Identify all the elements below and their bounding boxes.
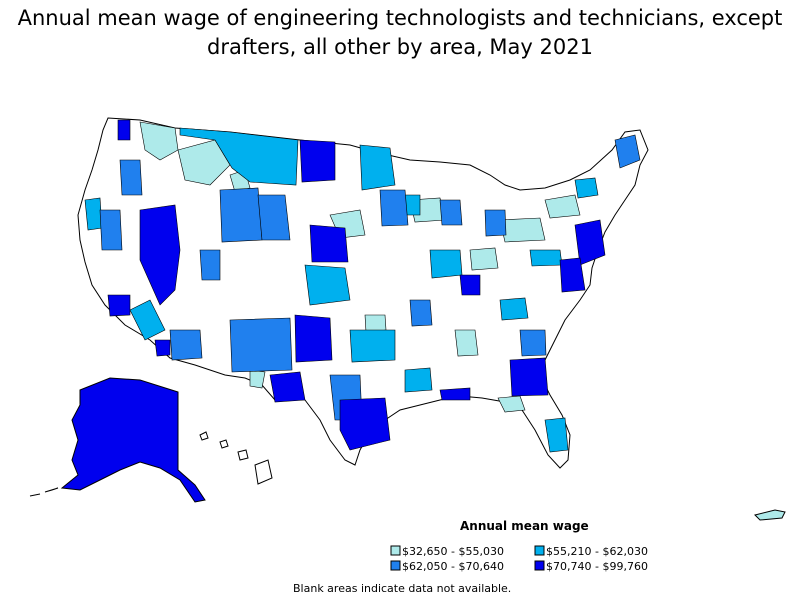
legend-item-tier-3: $62,050 - $70,640 xyxy=(402,560,504,573)
legend-label-tier-4: $70,740 - $99,760 xyxy=(546,560,648,573)
legend-swatch-tier-1 xyxy=(390,545,401,556)
hawaii-islands xyxy=(199,431,273,485)
alaska-region xyxy=(60,377,206,503)
blank-areas-note: Blank areas indicate data not available. xyxy=(293,582,512,595)
puerto-rico-region xyxy=(754,509,786,521)
legend-swatch-tier-2 xyxy=(534,545,545,556)
wage-tier-4-regions xyxy=(107,119,606,451)
legend-item-tier-1: $32,650 - $55,030 xyxy=(402,545,504,558)
legend-swatch-tier-3 xyxy=(390,560,401,571)
map-title-line-1: Annual mean wage of engineering technolo… xyxy=(17,6,783,30)
legend-item-tier-2: $55,210 - $62,030 xyxy=(546,545,648,558)
legend-title: Annual mean wage xyxy=(460,519,589,533)
legend-label-tier-1: $32,650 - $55,030 xyxy=(402,545,504,558)
map-title-line-2: drafters, all other by area, May 2021 xyxy=(207,35,593,59)
wage-tier-2-regions xyxy=(84,127,599,453)
map-title: Annual mean wage of engineering technolo… xyxy=(0,4,800,62)
wage-tier-3-regions xyxy=(99,134,641,421)
legend-swatch-tier-4 xyxy=(534,560,545,571)
legend-label-tier-2: $55,210 - $62,030 xyxy=(546,545,648,558)
legend-item-tier-4: $70,740 - $99,760 xyxy=(546,560,648,573)
alaska-aleutian-islands xyxy=(29,487,59,497)
legend-label-tier-3: $62,050 - $70,640 xyxy=(402,560,504,573)
